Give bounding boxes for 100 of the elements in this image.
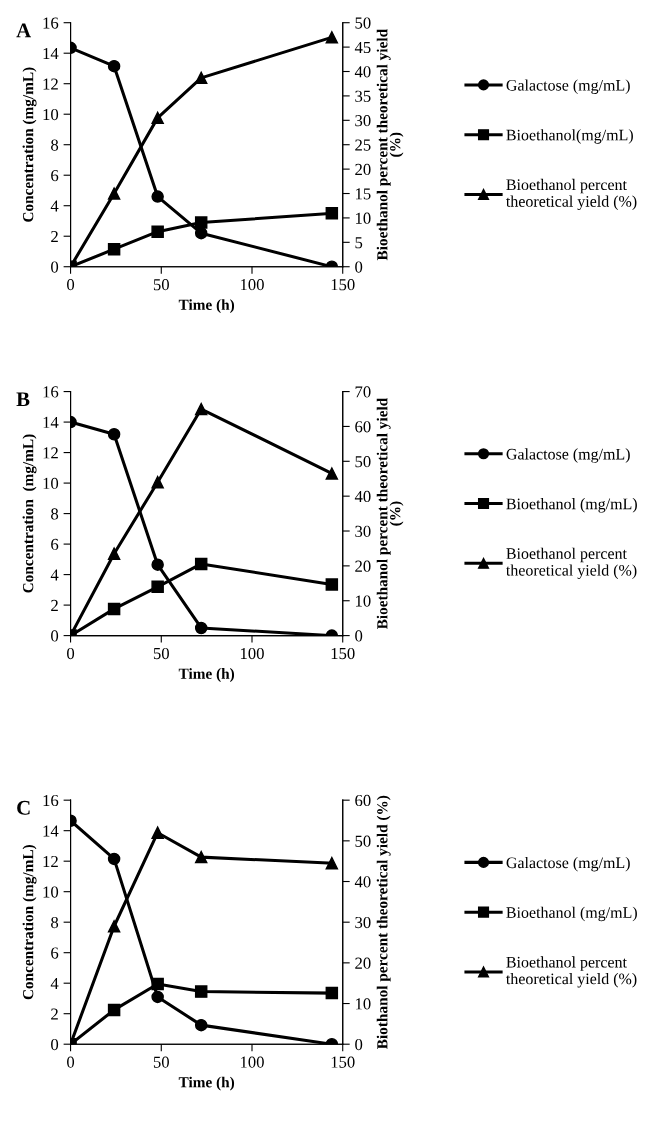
y2-tick-label: 30 (355, 916, 371, 929)
y-tick-label: 10 (43, 886, 59, 898)
y-tick-label: 14 (43, 47, 59, 59)
y2-tick-label: 40 (354, 490, 371, 503)
y2-tick-label: 60 (355, 421, 371, 433)
y-tick-label: 6 (51, 169, 59, 182)
point (151, 990, 164, 1004)
point (151, 826, 164, 839)
x-tick-label: 100 (240, 279, 264, 291)
x-tick-label: 150 (331, 279, 355, 291)
y-tick-label: 10 (43, 477, 59, 490)
y2-tick-label: 20 (355, 957, 371, 969)
legend-label: Galactose (mg/mL) (506, 856, 630, 872)
y-tick-label: 12 (43, 447, 58, 459)
y2-tick-label: 35 (355, 90, 371, 102)
y2-tick-label: 20 (355, 560, 371, 572)
y2-tick-label: 0 (355, 630, 363, 642)
y2-tick-label: 50 (355, 835, 371, 847)
y-tick-label: 4 (50, 569, 59, 581)
point (151, 111, 164, 125)
x-tick-label: 100 (240, 1056, 264, 1068)
legend-label: Bioethanol percent theoretical yield (%) (506, 956, 637, 988)
x-tick-label: 50 (153, 1056, 169, 1068)
y2-axis-title: Bioethanol percent theoretical yield (%) (376, 397, 404, 630)
x-tick-label: 0 (67, 647, 75, 660)
y-tick-label: 12 (43, 78, 58, 90)
point (107, 1003, 121, 1017)
legend-label: Galactose (mg/mL) (506, 79, 630, 94)
x-tick-label: 150 (331, 1056, 355, 1068)
point (194, 1018, 208, 1032)
point (194, 402, 208, 416)
y2-tick-label: 20 (355, 163, 371, 176)
y2-tick-label: 10 (355, 212, 371, 224)
y2-tick-label: 40 (354, 876, 371, 888)
point (325, 207, 339, 220)
y-tick-label: 0 (51, 1038, 59, 1051)
y-tick-label: 4 (50, 200, 59, 212)
y-tick-label: 4 (50, 978, 59, 989)
y2-tick-label: 10 (355, 595, 371, 607)
point (151, 190, 164, 203)
y2-tick-label: 70 (355, 386, 371, 398)
y2-tick-label: 40 (354, 66, 371, 78)
point (151, 558, 164, 571)
x-tick-label: 150 (331, 647, 355, 660)
y-tick-label: 2 (51, 1008, 58, 1020)
point (107, 428, 121, 441)
point (325, 578, 339, 591)
legend-label: Bioethanol percent theoretical yield (%) (506, 547, 637, 579)
x-tick-label: 0 (67, 1056, 75, 1068)
y2-axis-title: Bioethanol percent theoretical yield (%) (376, 29, 404, 261)
y2-tick-label: 50 (355, 456, 371, 468)
y2-tick-label: 45 (354, 41, 371, 54)
y2-tick-label: 30 (355, 115, 371, 127)
point (107, 602, 121, 616)
point (194, 850, 208, 864)
point (151, 977, 164, 991)
point (107, 242, 121, 256)
point (325, 856, 339, 870)
y-tick-label: 0 (51, 630, 59, 642)
y-tick-label: 8 (51, 916, 59, 929)
y-tick-label: 6 (51, 947, 59, 959)
y2-tick-label: 25 (355, 139, 371, 151)
point (151, 225, 164, 238)
y-tick-label: 16 (43, 794, 59, 807)
y-tick-label: 2 (51, 599, 58, 611)
y-tick-label: 0 (51, 261, 59, 273)
point (107, 547, 121, 560)
point (194, 557, 208, 571)
y-tick-label: 2 (51, 230, 58, 242)
x-axis-title: Time (h) (178, 668, 235, 682)
y-tick-label: 8 (51, 139, 59, 151)
y2-tick-label: 60 (355, 794, 371, 807)
y-tick-label: 14 (43, 416, 59, 428)
chart-title: A (16, 23, 32, 38)
y-axis-title: Concentration (mg/mL) (22, 434, 37, 593)
x-tick-label: 0 (67, 279, 75, 291)
y2-tick-label: 50 (355, 17, 371, 29)
point (194, 216, 208, 229)
x-tick-label: 50 (153, 647, 169, 660)
y2-tick-label: 5 (355, 237, 363, 249)
legend-label: Galactose (mg/mL) (506, 448, 630, 463)
point (151, 475, 164, 489)
y-axis-title: Concentration (mg/mL) (22, 67, 37, 222)
y-axis-title: Concentration (mg/mL) (22, 844, 37, 1000)
point (107, 187, 121, 200)
y2-tick-label: 0 (355, 261, 363, 273)
x-tick-label: 50 (153, 279, 169, 291)
point (325, 31, 339, 44)
y-tick-label: 16 (43, 17, 59, 29)
point (194, 985, 208, 998)
legend-label: Bioethanol percent theoretical yield (%) (506, 178, 637, 211)
point (107, 59, 121, 73)
y2-tick-label: 0 (355, 1038, 363, 1051)
point (151, 580, 164, 594)
y-tick-label: 14 (43, 825, 59, 837)
y-tick-label: 8 (51, 508, 59, 520)
x-axis-title: Time (h) (178, 299, 235, 314)
x-tick-label: 100 (240, 647, 264, 660)
chart-title: C (17, 800, 30, 815)
legend-label: Bioethanol (mg/mL) (506, 906, 637, 922)
